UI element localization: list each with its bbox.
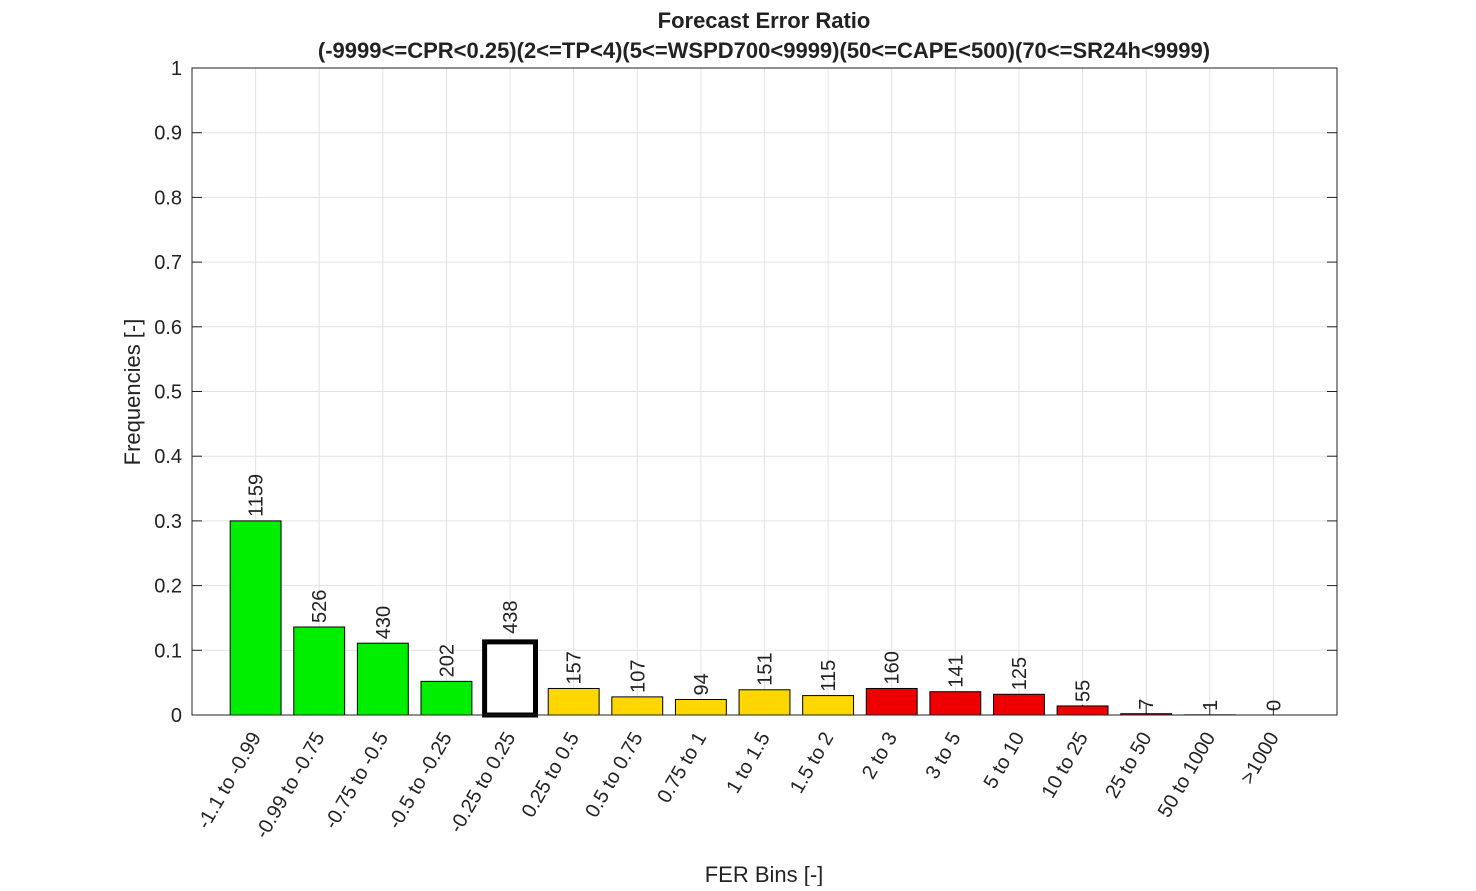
data-label: 94 (691, 673, 713, 695)
y-tick-label: 0.6 (154, 317, 182, 339)
bar (357, 643, 408, 715)
bar (739, 690, 790, 715)
data-label: 438 (500, 601, 522, 634)
chart-subtitle: (-9999<=CPR<0.25)(2<=TP<4)(5<=WSPD700<99… (318, 38, 1210, 63)
data-label: 7 (1136, 699, 1158, 710)
data-label: 1159 (246, 474, 268, 517)
bar (1057, 706, 1108, 715)
data-label: 141 (945, 654, 967, 687)
x-tick-label: 0.5 to 0.75 (581, 729, 647, 822)
data-label: 125 (1009, 657, 1031, 690)
x-tick-label: -1.1 to -0.99 (193, 729, 266, 833)
x-tick-label: 25 to 50 (1101, 729, 1156, 803)
x-tick-label: -0.5 to -0.25 (384, 729, 457, 833)
x-tick-label: 1.5 to 2 (786, 729, 838, 798)
data-label: 430 (373, 606, 395, 639)
bar (230, 521, 281, 715)
x-tick-label: 1 to 1.5 (722, 729, 774, 798)
data-label: 115 (818, 660, 840, 692)
y-tick-label: 0.9 (154, 123, 182, 145)
bar (803, 696, 854, 715)
y-axis-label: Frequencies [-] (120, 319, 145, 466)
y-tick-label: 0.5 (154, 382, 182, 404)
x-tick-label: -0.75 to -0.5 (320, 729, 393, 833)
y-tick-label: 0.8 (154, 187, 182, 209)
bar (675, 699, 726, 715)
x-tick-label: >1000 (1237, 729, 1284, 789)
bar (485, 642, 536, 715)
x-tick-label: 50 to 1000 (1154, 729, 1220, 822)
bar (612, 697, 663, 715)
x-tick-label: 0.75 to 1 (653, 729, 711, 807)
data-label: 151 (755, 652, 777, 685)
x-tick-label: 2 to 3 (858, 729, 902, 783)
y-tick-label: 0.7 (154, 252, 182, 274)
data-label: 202 (436, 644, 458, 677)
chart-title: Forecast Error Ratio (658, 8, 871, 33)
data-label: 55 (1073, 680, 1095, 702)
data-label: 526 (309, 590, 331, 623)
x-tick-label: 5 to 10 (980, 729, 1030, 793)
data-label: 160 (882, 651, 904, 684)
y-tick-label: 0.1 (154, 640, 182, 662)
x-tick-label: 10 to 25 (1038, 729, 1093, 803)
bar (930, 692, 981, 715)
data-label: 0 (1263, 700, 1285, 711)
x-tick-label: 0.25 to 0.5 (518, 729, 584, 822)
bar (421, 681, 472, 715)
x-tick-label: -0.25 to 0.25 (445, 729, 520, 837)
y-tick-label: 0.3 (154, 511, 182, 533)
x-tick-label: -0.99 to -0.75 (251, 729, 330, 843)
y-tick-label: 0.4 (154, 446, 182, 468)
data-label: 107 (627, 660, 649, 693)
x-tick-label: 3 to 5 (922, 729, 966, 783)
bar (994, 694, 1045, 715)
y-tick-label: 0.2 (154, 576, 182, 598)
bar (294, 627, 345, 715)
bar (548, 688, 599, 715)
y-tick-label: 0 (171, 705, 182, 727)
x-axis-label: FER Bins [-] (705, 862, 824, 886)
data-label: 157 (564, 651, 586, 684)
data-label: 1 (1200, 700, 1222, 711)
y-tick-label: 1 (171, 58, 182, 80)
bar (866, 688, 917, 715)
